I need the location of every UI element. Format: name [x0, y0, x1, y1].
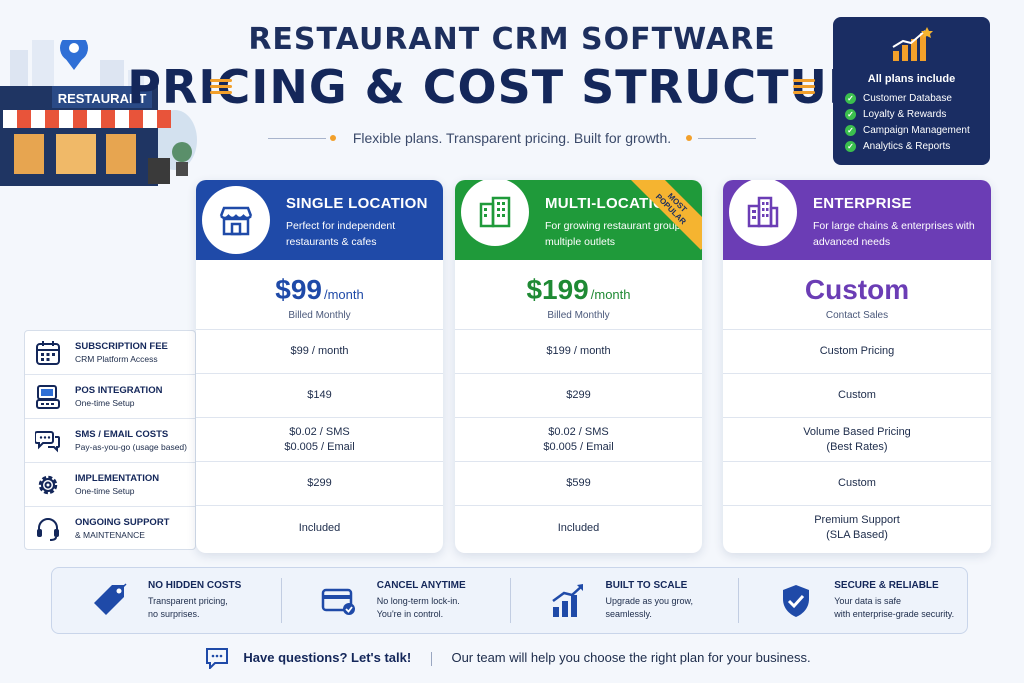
plan-description: For growing restaurant groups & multiple… — [545, 220, 696, 248]
features-strip: NO HIDDEN COSTS Transparent pricing, no s… — [51, 567, 968, 634]
plan-billing: Contact Sales — [825, 310, 889, 321]
include-item: ✓ Loyalty & Rewards — [845, 109, 978, 120]
include-item: ✓ Analytics & Reports — [845, 141, 978, 152]
plan-card-single-location[interactable]: SINGLE LOCATION Perfect for independent … — [196, 180, 443, 553]
restaurant-storefront-illustration: RESTAURANT — [0, 40, 197, 186]
row-label-support: ONGOING SUPPORT & MAINTENANCE — [25, 507, 195, 551]
plan-price: $199 — [526, 274, 589, 305]
plan-price-box: $199/month Billed Monthly — [455, 260, 702, 330]
plan-name: SINGLE LOCATION — [286, 195, 428, 212]
chat-icon — [206, 648, 228, 669]
shield-check-icon — [776, 581, 816, 621]
feature-no-hidden-costs: NO HIDDEN COSTS Transparent pricing, no s… — [52, 568, 281, 633]
title-deco-right — [793, 76, 815, 96]
restaurant-sign: RESTAURANT — [58, 91, 147, 106]
plan-card-enterprise[interactable]: ENTERPRISE For large chains & enterprise… — [723, 180, 991, 553]
enterprise-building-icon — [729, 180, 797, 246]
plan-cell-implementation: $299 — [196, 462, 443, 506]
plan-period: /month — [590, 287, 631, 302]
plan-header: SINGLE LOCATION Perfect for independent … — [196, 180, 443, 260]
row-labels-column: SUBSCRIPTION FEE CRM Platform Access POS … — [24, 330, 196, 550]
plan-cell-pos: $149 — [196, 374, 443, 418]
plan-header: ENTERPRISE For large chains & enterprise… — [723, 180, 991, 260]
check-icon: ✓ — [845, 93, 856, 104]
plan-period: /month — [323, 287, 364, 302]
tagline-line-right — [698, 138, 756, 139]
price-tag-icon — [90, 581, 130, 621]
plan-header: MULTI-LOCATION For growing restaurant gr… — [455, 180, 702, 260]
office-buildings-icon — [461, 180, 529, 246]
plan-description: For large chains & enterprises with adva… — [813, 220, 975, 248]
tagline: Flexible plans. Transparent pricing. Bui… — [352, 130, 672, 146]
feature-secure-reliable: SECURE & RELIABLE Your data is safe with … — [738, 568, 967, 633]
plan-cell-sms-email: $0.02 / SMS $0.005 / Email — [455, 418, 702, 462]
storefront-icon — [202, 186, 270, 254]
plan-price: $99 — [275, 274, 322, 305]
growth-chart-star-icon — [892, 27, 933, 61]
chat-bubbles-icon — [33, 426, 63, 456]
plan-cell-support: Included — [298, 521, 341, 534]
footer-question[interactable]: Have questions? Let's talk! — [243, 650, 412, 665]
plan-billing: Billed Monthly — [288, 310, 351, 321]
plan-cell-support: Included — [557, 521, 600, 534]
include-item: ✓ Campaign Management — [845, 125, 978, 136]
growth-chart-icon — [548, 581, 588, 621]
row-label-pos: POS INTEGRATION One-time Setup — [25, 375, 195, 419]
check-icon: ✓ — [845, 141, 856, 152]
plan-card-multi-location[interactable]: MULTI-LOCATION For growing restaurant gr… — [455, 180, 702, 553]
check-icon: ✓ — [845, 125, 856, 136]
plan-cell-sms-email: Volume Based Pricing (Best Rates) — [723, 418, 991, 462]
tagline-line-left — [268, 138, 326, 139]
include-item: ✓ Customer Database — [845, 93, 978, 104]
headset-icon — [33, 514, 63, 544]
page-title-line1: RESTAURANT CRM SOFTWARE — [248, 22, 776, 57]
plan-price-box: Custom Contact Sales — [723, 260, 991, 330]
plan-description: Perfect for independent restaurants & ca… — [286, 220, 396, 248]
plan-cell-pos: Custom — [723, 374, 991, 418]
plan-billing: Billed Monthly — [547, 310, 610, 321]
tagline-dot-left — [330, 135, 336, 141]
row-label-sms-email: SMS / EMAIL COSTS Pay-as-you-go (usage ba… — [25, 419, 195, 463]
check-icon: ✓ — [845, 109, 856, 120]
plan-cell-sms-email: $0.02 / SMS $0.005 / Email — [196, 418, 443, 462]
calendar-icon — [33, 338, 63, 368]
page-title-line2: PRICING & COST STRUCTURE — [127, 60, 897, 114]
plan-cell-support: Premium Support (SLA Based) — [814, 514, 900, 541]
footer-separator — [430, 651, 432, 666]
row-label-subscription: SUBSCRIPTION FEE CRM Platform Access — [25, 331, 195, 375]
plan-cell-subscription: Custom Pricing — [723, 330, 991, 374]
credit-card-icon — [319, 581, 359, 621]
plan-price-box: $99/month Billed Monthly — [196, 260, 443, 330]
footer-message: Our team will help you choose the right … — [451, 650, 811, 665]
plan-price: Custom — [804, 274, 910, 305]
plan-cell-subscription: $99 / month — [196, 330, 443, 374]
tagline-dot-right — [686, 135, 692, 141]
plan-cell-implementation: $599 — [455, 462, 702, 506]
plan-name: ENTERPRISE — [813, 195, 912, 212]
plan-cell-pos: $299 — [455, 374, 702, 418]
plan-name: MULTI-LOCATION — [545, 195, 677, 212]
plan-cell-implementation: Custom — [723, 462, 991, 506]
row-label-implementation: IMPLEMENTATION One-time Setup — [25, 463, 195, 507]
footer-contact: Have questions? Let's talk! Our team wil… — [0, 650, 1024, 666]
gear-icon — [33, 470, 63, 500]
title-deco-left — [210, 76, 232, 96]
plan-cell-subscription: $199 / month — [455, 330, 702, 374]
includes-title: All plans include — [867, 73, 956, 85]
feature-cancel-anytime: CANCEL ANYTIME No long-term lock-in. You'… — [280, 568, 510, 633]
feature-built-to-scale: BUILT TO SCALE Upgrade as you grow, seaml… — [509, 568, 739, 633]
pos-terminal-icon — [33, 382, 63, 412]
all-plans-include-panel: All plans include ✓ Customer Database ✓ Lo… — [833, 17, 990, 165]
